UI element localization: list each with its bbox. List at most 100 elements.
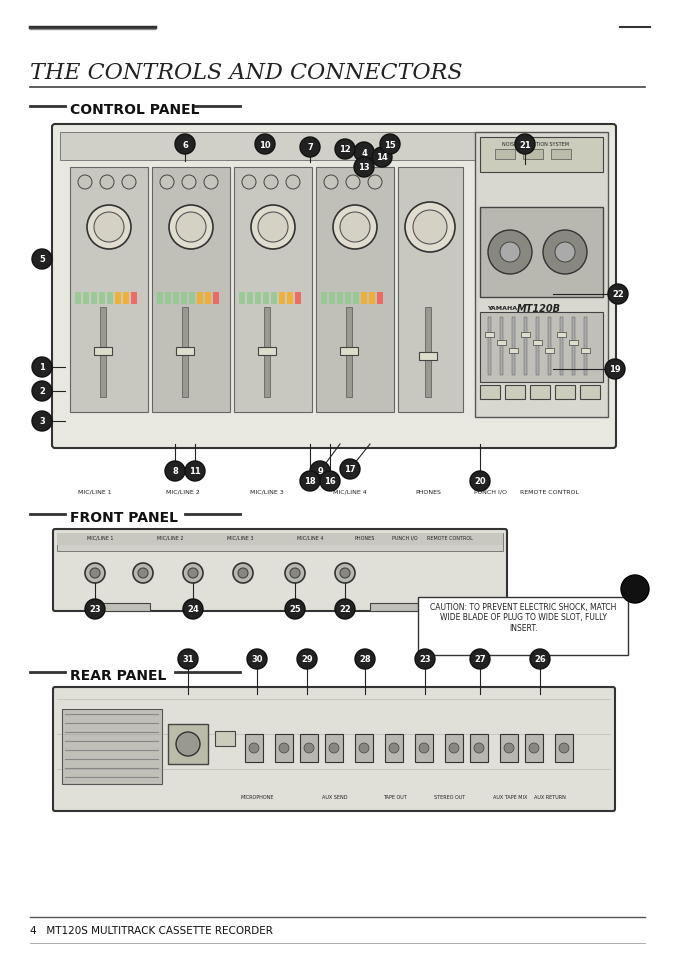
- Circle shape: [169, 206, 213, 250]
- Bar: [176, 348, 194, 355]
- Bar: [295, 293, 301, 305]
- Text: 4: 4: [361, 149, 367, 157]
- Text: 23: 23: [419, 655, 431, 664]
- Bar: [500, 734, 518, 762]
- Circle shape: [133, 563, 153, 583]
- Circle shape: [335, 599, 355, 619]
- Bar: [62, 709, 162, 784]
- Bar: [385, 734, 403, 762]
- Text: 30: 30: [251, 655, 263, 664]
- Bar: [581, 349, 590, 354]
- Bar: [75, 293, 81, 305]
- Text: MICROPHONE: MICROPHONE: [240, 794, 274, 800]
- Bar: [545, 349, 554, 354]
- Circle shape: [138, 568, 148, 578]
- Circle shape: [608, 285, 628, 305]
- Circle shape: [372, 148, 392, 168]
- Text: 22: 22: [612, 291, 624, 299]
- Text: 10: 10: [259, 140, 271, 150]
- Circle shape: [258, 213, 288, 243]
- Text: 12: 12: [339, 146, 351, 154]
- Text: 24: 24: [187, 605, 199, 614]
- Bar: [353, 293, 359, 305]
- Bar: [316, 168, 394, 413]
- Circle shape: [264, 175, 278, 190]
- Circle shape: [255, 135, 275, 154]
- Bar: [321, 293, 327, 305]
- FancyBboxPatch shape: [53, 687, 615, 811]
- Bar: [425, 308, 431, 397]
- Circle shape: [290, 568, 300, 578]
- Text: 25: 25: [289, 605, 301, 614]
- Circle shape: [300, 472, 320, 492]
- Circle shape: [100, 175, 114, 190]
- Text: MIC/LINE 1: MIC/LINE 1: [87, 536, 113, 540]
- Bar: [346, 308, 352, 397]
- Circle shape: [329, 743, 339, 753]
- Circle shape: [300, 138, 320, 158]
- Circle shape: [183, 563, 203, 583]
- Text: 17: 17: [344, 465, 356, 474]
- Bar: [275, 734, 293, 762]
- Bar: [480, 386, 500, 399]
- Bar: [205, 293, 211, 305]
- Circle shape: [238, 568, 248, 578]
- Bar: [524, 317, 527, 375]
- Text: REAR PANEL: REAR PANEL: [70, 668, 166, 682]
- Circle shape: [354, 143, 374, 163]
- Text: MIC/LINE 2: MIC/LINE 2: [166, 490, 200, 495]
- Circle shape: [470, 649, 490, 669]
- Text: 31: 31: [182, 655, 194, 664]
- Circle shape: [324, 175, 338, 190]
- Bar: [337, 293, 343, 305]
- Circle shape: [405, 203, 455, 253]
- Text: 3: 3: [39, 417, 45, 426]
- Bar: [445, 734, 463, 762]
- Text: 23: 23: [89, 605, 101, 614]
- Circle shape: [32, 412, 52, 432]
- Bar: [57, 534, 503, 552]
- Text: 16: 16: [324, 477, 336, 486]
- Circle shape: [242, 175, 256, 190]
- Bar: [329, 293, 335, 305]
- Text: 29: 29: [301, 655, 313, 664]
- Circle shape: [335, 563, 355, 583]
- Bar: [521, 333, 530, 337]
- Bar: [131, 293, 137, 305]
- Text: 21: 21: [519, 140, 531, 150]
- Bar: [197, 293, 203, 305]
- Circle shape: [346, 175, 360, 190]
- Bar: [470, 734, 488, 762]
- Bar: [279, 293, 285, 305]
- Text: FRONT PANEL: FRONT PANEL: [70, 511, 178, 524]
- Bar: [215, 731, 235, 746]
- Text: 7: 7: [307, 143, 313, 152]
- Text: 4   MT120S MULTITRACK CASSETTE RECORDER: 4 MT120S MULTITRACK CASSETTE RECORDER: [30, 925, 273, 935]
- Text: STEREO OUT: STEREO OUT: [435, 794, 466, 800]
- Bar: [495, 150, 515, 160]
- Bar: [415, 734, 433, 762]
- Bar: [90, 603, 150, 612]
- Text: 5: 5: [39, 255, 45, 264]
- Bar: [523, 150, 543, 160]
- Circle shape: [380, 135, 400, 154]
- Text: MIC/LINE 4: MIC/LINE 4: [297, 536, 323, 540]
- Circle shape: [419, 743, 429, 753]
- Circle shape: [85, 599, 105, 619]
- Bar: [234, 168, 312, 413]
- Bar: [551, 150, 571, 160]
- Circle shape: [605, 359, 625, 379]
- Bar: [572, 317, 575, 375]
- Bar: [536, 317, 539, 375]
- Circle shape: [90, 568, 100, 578]
- Circle shape: [32, 357, 52, 377]
- Circle shape: [286, 175, 300, 190]
- Circle shape: [543, 231, 587, 274]
- Bar: [152, 168, 230, 413]
- Text: 22: 22: [339, 605, 351, 614]
- Bar: [271, 293, 277, 305]
- Circle shape: [160, 175, 174, 190]
- Text: 1: 1: [39, 363, 45, 372]
- Bar: [584, 317, 587, 375]
- Bar: [555, 386, 575, 399]
